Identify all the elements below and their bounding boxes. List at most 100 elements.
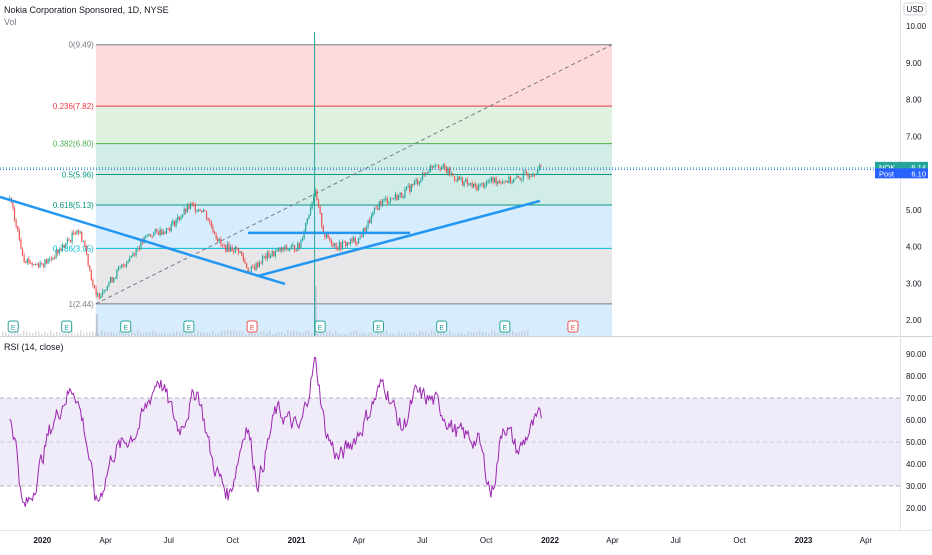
candle-body — [322, 225, 324, 234]
candle-body — [356, 242, 358, 244]
volume-bar — [464, 333, 466, 336]
volume-bar — [254, 333, 256, 336]
volume-bar — [515, 332, 517, 336]
candle-body — [18, 230, 20, 240]
candle-body — [138, 248, 140, 250]
candle-body — [485, 181, 488, 186]
candle-body — [353, 237, 355, 241]
candle-body — [244, 260, 246, 263]
candle-body — [401, 192, 403, 198]
volume-bar — [95, 332, 97, 336]
candle-body — [367, 219, 369, 228]
volume-bar — [161, 333, 163, 336]
volume-bar — [239, 331, 241, 336]
volume-bar — [497, 332, 499, 336]
candle-body — [338, 242, 340, 250]
volume-bar — [50, 331, 52, 336]
volume-bar — [68, 330, 70, 336]
symbol-title[interactable]: Nokia Corporation Sponsored, 1D, NYSE — [4, 5, 169, 15]
volume-bar — [38, 331, 40, 336]
price-tick-label: 9.00 — [906, 59, 922, 68]
candle-body — [65, 243, 67, 247]
candle-body — [436, 164, 438, 166]
candle-body — [49, 259, 51, 260]
candle-body — [405, 186, 408, 190]
candle-body — [359, 236, 361, 239]
volume-bar — [281, 332, 283, 336]
candle-body — [527, 174, 529, 178]
candle-body — [68, 239, 70, 241]
candle-body — [281, 247, 283, 252]
candle-body — [407, 185, 409, 187]
candle-body — [380, 201, 382, 205]
fib-zone — [95, 303, 613, 336]
candle-body — [175, 220, 177, 227]
candle-body — [389, 198, 392, 202]
candle-body — [17, 225, 19, 231]
volume-bar — [467, 331, 469, 336]
earnings-marker — [7, 320, 19, 333]
candle-body — [471, 183, 473, 187]
earnings-marker — [183, 320, 195, 333]
earnings-marker-label: E — [187, 325, 192, 332]
earnings-marker — [61, 320, 73, 333]
candle-body — [397, 195, 400, 201]
candle-body — [257, 262, 259, 267]
candle-body — [130, 256, 132, 258]
volume-bar — [2, 332, 4, 336]
volume-bar — [521, 331, 523, 336]
candle-body — [529, 176, 531, 178]
candle-body — [39, 262, 41, 268]
candle-body — [532, 174, 534, 177]
volume-bar — [23, 330, 25, 336]
candle-body — [157, 231, 160, 236]
candle-body — [145, 235, 147, 238]
ascending-trendline — [257, 199, 541, 278]
volume-bar — [44, 332, 46, 336]
time-tick-label: Jul — [671, 536, 681, 545]
candle-body — [44, 259, 46, 267]
volume-bar — [173, 332, 175, 336]
candle-body — [111, 276, 113, 283]
candle-body — [132, 253, 134, 257]
candle-body — [521, 179, 523, 181]
volume-bar — [278, 331, 280, 336]
candle-body — [484, 185, 486, 188]
volume-bar — [437, 331, 439, 336]
candle-body — [125, 263, 128, 267]
candle-body — [469, 183, 472, 184]
volume-bar — [302, 333, 304, 336]
candle-body — [45, 259, 48, 264]
candle-body — [140, 240, 142, 250]
volume-bar — [218, 332, 220, 336]
candle-body — [495, 177, 497, 184]
earnings-marker-label: E — [318, 325, 323, 332]
volume-bar — [176, 331, 178, 336]
volume-bar — [347, 333, 349, 336]
volume-bar — [8, 333, 10, 336]
volume-bar — [377, 332, 379, 336]
price-badge-label: NOK — [879, 163, 895, 172]
candle-body — [229, 247, 232, 252]
candle-body — [100, 295, 102, 298]
fib-zone — [95, 174, 613, 205]
candle-body — [482, 182, 484, 188]
volume-bar — [206, 332, 208, 336]
volume-label[interactable]: Vol — [4, 17, 17, 27]
candle-body — [505, 180, 507, 183]
candle-body — [433, 165, 435, 168]
volume-bar — [185, 332, 187, 336]
candle-body — [178, 216, 180, 220]
candle-body — [161, 229, 163, 235]
candle-body — [258, 262, 260, 267]
volume-bar — [26, 331, 28, 336]
rsi-title[interactable]: RSI (14, close) — [4, 342, 64, 352]
candle-body — [159, 229, 161, 236]
volume-bar — [80, 330, 82, 336]
fib-zone — [95, 106, 613, 144]
volume-bar — [428, 332, 430, 336]
volume-bar — [311, 332, 313, 336]
volume-bar — [152, 330, 154, 336]
candle-body — [377, 208, 379, 210]
